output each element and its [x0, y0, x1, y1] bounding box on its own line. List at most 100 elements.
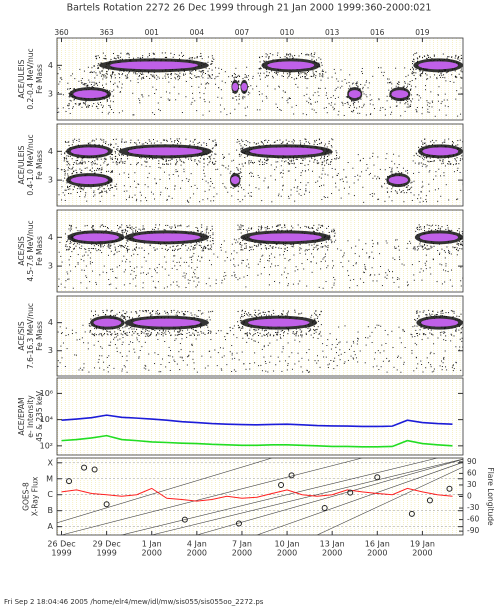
noise-dot — [86, 288, 87, 289]
noise-dot — [139, 142, 140, 143]
noise-dot — [338, 173, 339, 174]
noise-dot — [209, 157, 210, 158]
noise-dot — [103, 106, 104, 107]
noise-dot — [255, 187, 256, 188]
noise-dot — [392, 258, 393, 259]
noise-dot — [273, 246, 274, 247]
noise-dot — [79, 244, 80, 245]
noise-dot — [456, 163, 457, 164]
noise-dot — [459, 248, 460, 249]
noise-dot — [461, 78, 462, 79]
density-core — [250, 147, 323, 155]
noise-dot — [324, 108, 325, 109]
noise-dot — [361, 71, 362, 72]
noise-dot — [319, 186, 320, 187]
noise-dot — [180, 143, 181, 144]
noise-dot — [278, 265, 279, 266]
noise-dot — [286, 143, 287, 144]
noise-dot — [429, 103, 430, 104]
noise-dot — [397, 239, 398, 240]
noise-dot — [211, 78, 212, 79]
noise-dot — [435, 175, 436, 176]
noise-dot — [283, 90, 284, 91]
noise-dot — [215, 154, 216, 155]
top-tick-label: 019 — [415, 28, 430, 37]
noise-dot — [239, 143, 240, 144]
noise-dot — [73, 288, 74, 289]
noise-dot — [316, 263, 317, 264]
noise-dot — [177, 285, 178, 286]
noise-dot — [300, 244, 301, 245]
noise-dot — [160, 110, 161, 111]
noise-dot — [175, 186, 176, 187]
noise-dot — [135, 227, 136, 228]
noise-dot — [285, 248, 286, 249]
noise-dot — [225, 82, 226, 83]
noise-dot — [103, 226, 104, 227]
noise-dot — [270, 175, 271, 176]
noise-dot — [130, 142, 131, 143]
noise-dot — [140, 192, 141, 193]
noise-dot — [128, 53, 129, 54]
noise-dot — [143, 78, 144, 79]
noise-dot — [435, 116, 436, 117]
noise-dot — [110, 81, 111, 82]
noise-dot — [110, 106, 111, 107]
noise-dot — [113, 147, 114, 148]
noise-dot — [438, 169, 439, 170]
noise-dot — [97, 85, 98, 86]
noise-dot — [391, 171, 392, 172]
noise-dot — [331, 240, 332, 241]
noise-dot — [68, 175, 69, 176]
noise-dot — [338, 111, 339, 112]
noise-dot — [246, 266, 247, 267]
noise-dot — [77, 192, 78, 193]
noise-dot — [465, 142, 466, 143]
noise-dot — [121, 154, 122, 155]
noise-dot — [278, 229, 279, 230]
noise-dot — [324, 158, 325, 159]
noise-dot — [129, 249, 130, 250]
noise-dot — [92, 271, 93, 272]
noise-dot — [183, 74, 184, 75]
noise-dot — [197, 267, 198, 268]
noise-dot — [207, 226, 208, 227]
noise-dot — [88, 255, 89, 256]
noise-dot — [91, 248, 92, 249]
noise-dot — [319, 76, 320, 77]
noise-dot — [327, 249, 328, 250]
noise-dot — [381, 186, 382, 187]
noise-dot — [212, 163, 213, 164]
noise-dot — [306, 78, 307, 79]
noise-dot — [115, 250, 116, 251]
noise-dot — [316, 59, 317, 60]
noise-dot — [295, 270, 296, 271]
noise-dot — [304, 226, 305, 227]
noise-dot — [289, 259, 290, 260]
noise-dot — [206, 229, 207, 230]
noise-dot — [391, 161, 392, 162]
noise-dot — [421, 141, 422, 142]
noise-dot — [119, 162, 120, 163]
noise-dot — [291, 161, 292, 162]
noise-dot — [420, 245, 421, 246]
noise-dot — [299, 247, 300, 248]
noise-dot — [451, 253, 452, 254]
noise-dot — [444, 250, 445, 251]
noise-dot — [274, 72, 275, 73]
noise-dot — [103, 76, 104, 77]
noise-dot — [317, 91, 318, 92]
noise-dot — [151, 276, 152, 277]
noise-dot — [413, 54, 414, 55]
noise-dot — [191, 160, 192, 161]
noise-dot — [61, 199, 62, 200]
noise-dot — [126, 259, 127, 260]
noise-dot — [180, 248, 181, 249]
noise-dot — [246, 140, 247, 141]
noise-dot — [210, 248, 211, 249]
noise-dot — [174, 54, 175, 55]
noise-dot — [259, 91, 260, 92]
noise-dot — [331, 241, 332, 242]
noise-dot — [132, 227, 133, 228]
noise-dot — [89, 250, 90, 251]
